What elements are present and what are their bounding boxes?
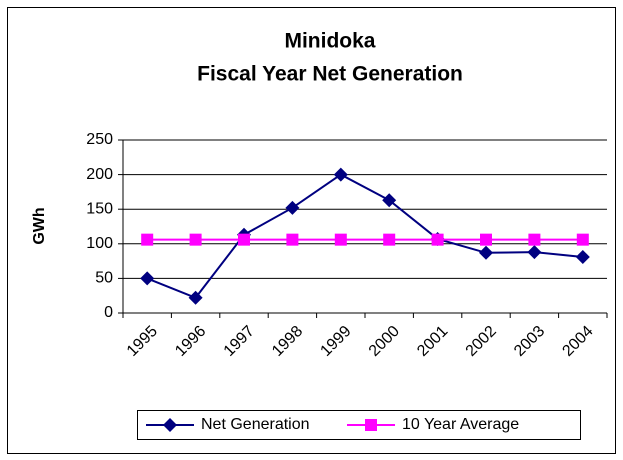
y-tick-label: 200 [86,166,113,183]
data-point [285,200,300,215]
data-point [382,193,397,208]
data-point [576,233,589,246]
legend-marker [163,418,177,432]
data-point [528,233,541,246]
y-axis-label: GWh [31,207,48,244]
legend-label: 10 Year Average [402,416,519,433]
chart-title: Minidoka [284,30,375,53]
chart-title: Fiscal Year Net Generation [197,63,463,86]
data-point [431,233,444,246]
y-tick-label: 100 [86,235,113,252]
legend-marker [365,419,377,431]
data-point [383,233,396,246]
data-point [334,233,347,246]
data-point [333,167,348,182]
y-tick-label: 50 [95,270,113,287]
data-point [141,233,154,246]
data-point [238,233,250,246]
data-point [479,245,493,260]
legend-label: Net Generation [201,416,310,433]
data-point [188,290,203,305]
data-point [480,233,492,246]
y-tick-label: 0 [104,304,113,321]
y-tick-label: 250 [86,131,113,148]
data-point [527,245,542,260]
data-point [140,271,155,286]
y-tick-label: 150 [86,200,113,217]
series-line [146,173,583,299]
data-point [286,233,299,246]
data-point [189,233,202,246]
chart-border [7,7,616,454]
data-point [575,249,590,264]
